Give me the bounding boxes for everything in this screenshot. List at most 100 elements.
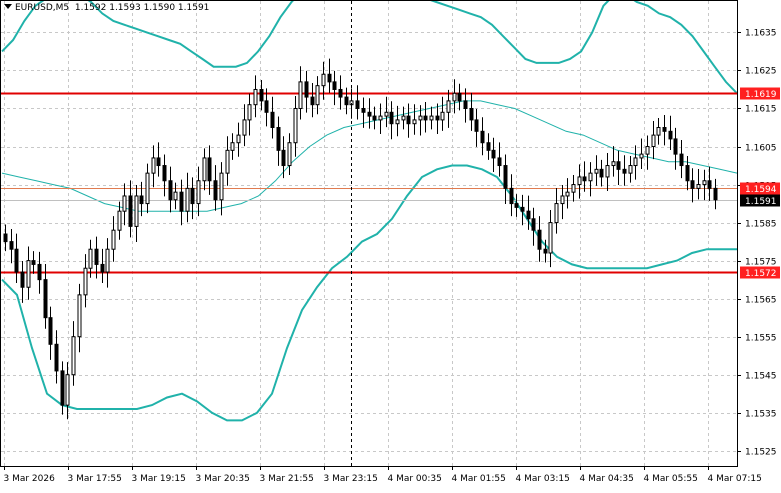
level-tag-bg bbox=[740, 87, 780, 100]
candle-body bbox=[412, 119, 417, 125]
x-tick-label: 4 Mar 01:55 bbox=[452, 474, 506, 484]
candle-body bbox=[616, 161, 621, 170]
candle-body bbox=[395, 119, 400, 125]
candle-body bbox=[111, 229, 116, 250]
candle-body bbox=[321, 73, 326, 87]
candle-body bbox=[253, 88, 258, 106]
candle-body bbox=[145, 172, 150, 205]
y-tick-label: 1.1585 bbox=[745, 220, 777, 230]
candle-body bbox=[219, 172, 224, 201]
candle-body bbox=[548, 222, 553, 254]
candle-body bbox=[117, 210, 122, 231]
candle-body bbox=[100, 263, 105, 273]
collapse-triangle-icon[interactable] bbox=[4, 4, 12, 9]
y-tick-label: 1.1625 bbox=[745, 67, 777, 77]
candle-body bbox=[633, 157, 638, 167]
candle-body bbox=[713, 187, 718, 201]
candle-body bbox=[179, 191, 184, 212]
y-tick-label: 1.1575 bbox=[745, 258, 777, 268]
y-tick-label: 1.1605 bbox=[745, 144, 777, 154]
bollinger-bands bbox=[1, 0, 738, 422]
x-tick-label: 3 Mar 23:15 bbox=[324, 474, 378, 484]
candle-body bbox=[457, 92, 462, 102]
candle-body bbox=[446, 100, 451, 113]
candle-body bbox=[128, 195, 133, 227]
candle-body bbox=[71, 336, 76, 376]
x-tick-label: 3 Mar 17:55 bbox=[68, 474, 122, 484]
candle-body bbox=[65, 374, 70, 406]
candle-body bbox=[440, 111, 445, 121]
candle-body bbox=[134, 195, 139, 227]
candle-body bbox=[486, 142, 491, 151]
candle-body bbox=[213, 180, 218, 201]
candle-body bbox=[48, 317, 53, 345]
candle-body bbox=[571, 184, 576, 193]
plot-frame bbox=[0, 0, 738, 467]
candle-body bbox=[378, 115, 383, 121]
candle-body bbox=[526, 210, 531, 220]
candle-body bbox=[435, 115, 440, 121]
candle-body bbox=[429, 115, 434, 121]
price-tags: 1.1619 1.1594 1.1572 1.1591 bbox=[740, 87, 780, 279]
candle-body bbox=[264, 100, 269, 113]
level-tag-bg bbox=[740, 266, 780, 279]
candle-body bbox=[588, 172, 593, 182]
candle-body bbox=[105, 248, 110, 273]
candle-body bbox=[685, 165, 690, 182]
candle-body bbox=[20, 271, 25, 288]
level-tag: 1.1572 bbox=[745, 269, 777, 279]
candle-body bbox=[202, 157, 207, 182]
symbol-label: EURUSD,M5 bbox=[15, 3, 70, 13]
candle-body bbox=[54, 343, 59, 372]
candle-body bbox=[543, 248, 548, 254]
candle-body bbox=[605, 165, 610, 178]
candle-body bbox=[242, 119, 247, 136]
candle-body bbox=[139, 195, 144, 205]
candle-body bbox=[344, 96, 349, 106]
candle-body bbox=[60, 370, 65, 406]
x-tick-label: 3 Mar 2026 bbox=[4, 474, 56, 484]
candle-body bbox=[94, 248, 99, 265]
current-price-tag: 1.1591 bbox=[745, 197, 777, 207]
candle-body bbox=[690, 180, 695, 189]
candlesticks bbox=[3, 58, 718, 420]
grid bbox=[1, 1, 737, 466]
y-tick-label: 1.1525 bbox=[745, 448, 777, 458]
y-tick-label: 1.1535 bbox=[745, 410, 777, 420]
candle-body bbox=[560, 195, 565, 205]
candle-body bbox=[43, 279, 48, 319]
candle-body bbox=[662, 127, 667, 132]
candle-body bbox=[696, 184, 701, 189]
candle-body bbox=[298, 81, 303, 109]
candle-body bbox=[185, 187, 190, 212]
candle-body bbox=[474, 119, 479, 132]
candle-body bbox=[389, 111, 394, 125]
candle-body bbox=[88, 248, 93, 269]
bollinger-upper-line bbox=[1, 0, 738, 94]
y-tick-label: 1.1615 bbox=[745, 105, 777, 115]
candle-body bbox=[287, 142, 292, 167]
candle-body bbox=[668, 130, 673, 140]
candle-body bbox=[168, 180, 173, 201]
candle-body bbox=[497, 157, 502, 167]
candle-body bbox=[594, 168, 599, 174]
candle-body bbox=[173, 191, 178, 201]
candle-body bbox=[31, 260, 36, 265]
level-tag-bg bbox=[740, 182, 780, 195]
candle-body bbox=[520, 206, 525, 212]
candle-body bbox=[491, 149, 496, 159]
candle-body bbox=[702, 180, 707, 186]
candle-body bbox=[651, 134, 656, 148]
bollinger-lower-line bbox=[1, 164, 737, 422]
candle-body bbox=[509, 187, 514, 205]
y-tick-label: 1.1565 bbox=[745, 296, 777, 306]
level-tag: 1.1594 bbox=[745, 185, 777, 195]
candle-body bbox=[622, 168, 627, 174]
y-tick-label: 1.1635 bbox=[745, 29, 777, 39]
candle-body bbox=[77, 294, 82, 338]
candle-body bbox=[361, 107, 366, 113]
candle-body bbox=[679, 153, 684, 167]
candle-body bbox=[332, 81, 337, 90]
